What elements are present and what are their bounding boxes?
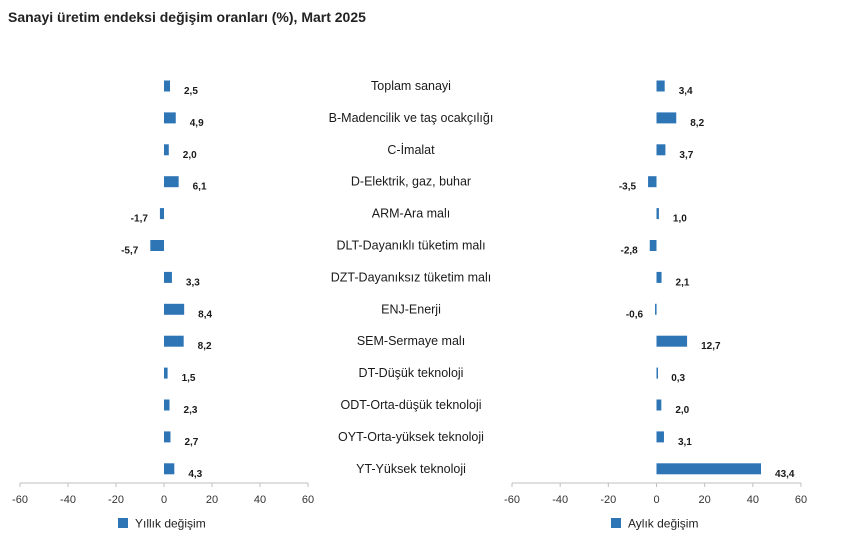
annual-value-label: -5,7 [121, 246, 139, 257]
category-label: DLT-Dayanıklı tüketim malı [336, 239, 485, 253]
monthly-value-label: 2,1 [676, 277, 690, 288]
category-label: Toplam sanayi [371, 79, 451, 93]
monthly-bar [656, 112, 677, 124]
category-label: ODT-Orta-düşük teknoloji [340, 398, 481, 412]
monthly-value-label: 8,2 [690, 118, 704, 129]
monthly-value-label: 12,7 [701, 341, 721, 352]
monthly-bar [656, 431, 664, 443]
monthly-legend-label: Aylık değişim [628, 517, 698, 531]
annual-bar [164, 271, 172, 283]
category-label: OYT-Orta-yüksek teknoloji [338, 430, 484, 444]
chart-title: Sanayi üretim endeksi değişim oranları (… [8, 9, 366, 25]
category-label: DT-Düşük teknoloji [359, 366, 464, 380]
annual-bar [159, 208, 164, 220]
annual-bar [164, 144, 169, 156]
annual-value-label: 2,0 [183, 150, 197, 161]
category-label: YT-Yüksek teknoloji [356, 462, 466, 476]
monthly-value-label: -3,5 [619, 182, 637, 193]
category-label: DZT-Dayanıksız tüketim malı [331, 270, 491, 284]
annual-tick-label: 20 [206, 494, 218, 506]
monthly-value-label: -2,8 [621, 246, 639, 257]
monthly-value-label: 3,7 [679, 150, 693, 161]
annual-value-label: 8,4 [198, 309, 212, 320]
category-label: B-Madencilik ve taş ocakçılığı [329, 111, 494, 125]
monthly-value-label: 3,4 [679, 86, 693, 97]
monthly-tick-label: 40 [747, 494, 759, 506]
annual-value-label: 2,3 [184, 405, 198, 416]
monthly-value-label: 43,4 [775, 469, 795, 480]
annual-value-label: 2,7 [184, 437, 198, 448]
annual-tick-label: -20 [108, 494, 124, 506]
monthly-tick-label: -60 [504, 494, 520, 506]
category-label: ARM-Ara malı [372, 207, 450, 221]
annual-bar [164, 367, 168, 379]
annual-tick-label: 60 [302, 494, 314, 506]
monthly-legend-swatch [611, 518, 621, 528]
monthly-bar [655, 303, 657, 315]
annual-value-label: 8,2 [198, 341, 212, 352]
annual-value-label: 6,1 [193, 182, 207, 193]
monthly-bar [656, 80, 665, 92]
annual-value-label: 4,3 [188, 469, 202, 480]
monthly-bar [656, 463, 762, 475]
annual-value-label: 1,5 [182, 373, 196, 384]
annual-bar [164, 399, 170, 411]
annual-legend-label: Yıllık değişim [135, 517, 206, 531]
monthly-value-label: 3,1 [678, 437, 692, 448]
monthly-value-label: 0,3 [671, 373, 685, 384]
annual-tick-label: 0 [161, 494, 167, 506]
annual-tick-label: -40 [60, 494, 76, 506]
annual-bar [164, 463, 175, 475]
category-label: C-İmalat [387, 143, 435, 157]
annual-legend-swatch [118, 518, 128, 528]
monthly-bar [649, 240, 657, 251]
annual-bar [164, 335, 184, 347]
monthly-value-label: -0,6 [626, 309, 644, 320]
monthly-bar [656, 335, 688, 347]
monthly-tick-label: 60 [795, 494, 807, 506]
monthly-bar [648, 176, 657, 188]
monthly-tick-label: -20 [600, 494, 616, 506]
monthly-value-label: 2,0 [675, 405, 689, 416]
annual-value-label: 3,3 [186, 277, 200, 288]
monthly-bar [656, 367, 658, 379]
annual-bar [164, 303, 185, 315]
category-label: D-Elektrik, gaz, buhar [351, 175, 471, 189]
annual-bar [164, 112, 176, 124]
monthly-tick-label: 0 [653, 494, 659, 506]
annual-bar [164, 431, 171, 443]
category-label: ENJ-Enerji [381, 302, 441, 316]
annual-value-label: 4,9 [190, 118, 204, 129]
annual-value-label: 2,5 [184, 86, 198, 97]
annual-bar [150, 240, 164, 251]
annual-value-label: -1,7 [131, 214, 149, 225]
annual-bar [164, 176, 179, 188]
annual-bar [164, 80, 170, 92]
monthly-value-label: 1,0 [673, 214, 687, 225]
monthly-bar [656, 399, 662, 411]
annual-tick-label: -60 [12, 494, 28, 506]
annual-tick-label: 40 [254, 494, 266, 506]
monthly-bar [656, 144, 666, 156]
category-label: SEM-Sermaye malı [357, 334, 465, 348]
monthly-bar [656, 271, 662, 283]
monthly-tick-label: 20 [699, 494, 711, 506]
monthly-tick-label: -40 [552, 494, 568, 506]
monthly-bar [656, 208, 659, 220]
